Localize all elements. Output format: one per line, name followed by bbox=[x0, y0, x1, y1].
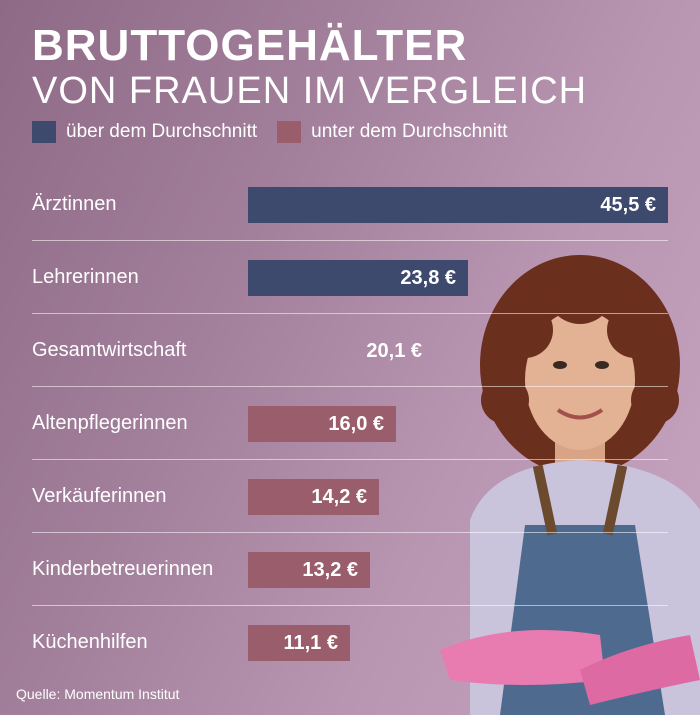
row-separator bbox=[32, 532, 668, 533]
bar-below: 13,2 € bbox=[248, 552, 370, 588]
bar-row: Gesamtwirtschaft 20,1 € bbox=[32, 314, 668, 387]
legend-item-above: über dem Durchschnitt bbox=[32, 121, 257, 143]
row-separator bbox=[32, 386, 668, 387]
bar-below: 14,2 € bbox=[248, 479, 379, 515]
row-separator bbox=[32, 313, 668, 314]
category-label: Gesamtwirtschaft bbox=[32, 339, 187, 361]
legend-swatch-above bbox=[32, 121, 56, 143]
category-label: Lehrerinnen bbox=[32, 266, 139, 288]
bar-above: 23,8 € bbox=[248, 260, 468, 296]
bar-row: Verkäuferinnen 14,2 € bbox=[32, 460, 668, 533]
value-label: 20,1 € bbox=[366, 339, 422, 362]
bar-below: 16,0 € bbox=[248, 406, 396, 442]
bar-average: 20,1 € bbox=[248, 333, 434, 369]
chart-subtitle: VON FRAUEN IM VERGLEICH bbox=[32, 70, 588, 112]
value-label: 14,2 € bbox=[311, 485, 367, 508]
row-separator bbox=[32, 459, 668, 460]
bar-row: Ärztinnen 45,5 € bbox=[32, 168, 668, 241]
bar-row: Kinderbetreuerinnen 13,2 € bbox=[32, 533, 668, 606]
value-label: 23,8 € bbox=[400, 266, 456, 289]
bar-row: Küchenhilfen 11,1 € bbox=[32, 606, 668, 679]
row-separator bbox=[32, 605, 668, 606]
category-label: Küchenhilfen bbox=[32, 631, 148, 653]
bar-row: Lehrerinnen 23,8 € bbox=[32, 241, 668, 314]
bar-below: 11,1 € bbox=[248, 625, 350, 661]
category-label: Ärztinnen bbox=[32, 193, 117, 215]
source-note: Quelle: Momentum Institut bbox=[16, 686, 180, 702]
chart-title: BRUTTOGEHÄLTER bbox=[32, 21, 468, 70]
category-label: Kinderbetreuerinnen bbox=[32, 558, 214, 580]
legend-item-below: unter dem Durchschnitt bbox=[277, 121, 508, 143]
legend-label-below: unter dem Durchschnitt bbox=[311, 121, 508, 142]
value-label: 13,2 € bbox=[302, 558, 358, 581]
value-label: 45,5 € bbox=[600, 193, 656, 216]
value-label: 11,1 € bbox=[283, 631, 338, 654]
legend: über dem Durchschnitt unter dem Durchsch… bbox=[32, 121, 528, 143]
woman-photo-illustration bbox=[440, 255, 700, 715]
row-separator bbox=[32, 240, 668, 241]
value-label: 16,0 € bbox=[328, 412, 384, 435]
legend-swatch-below bbox=[277, 121, 302, 143]
bar-above: 45,5 € bbox=[248, 187, 668, 223]
category-label: Verkäuferinnen bbox=[32, 485, 167, 507]
legend-label-above: über dem Durchschnitt bbox=[66, 121, 258, 142]
bar-row: Altenpflegerinnen 16,0 € bbox=[32, 387, 668, 460]
category-label: Altenpflegerinnen bbox=[32, 412, 188, 434]
